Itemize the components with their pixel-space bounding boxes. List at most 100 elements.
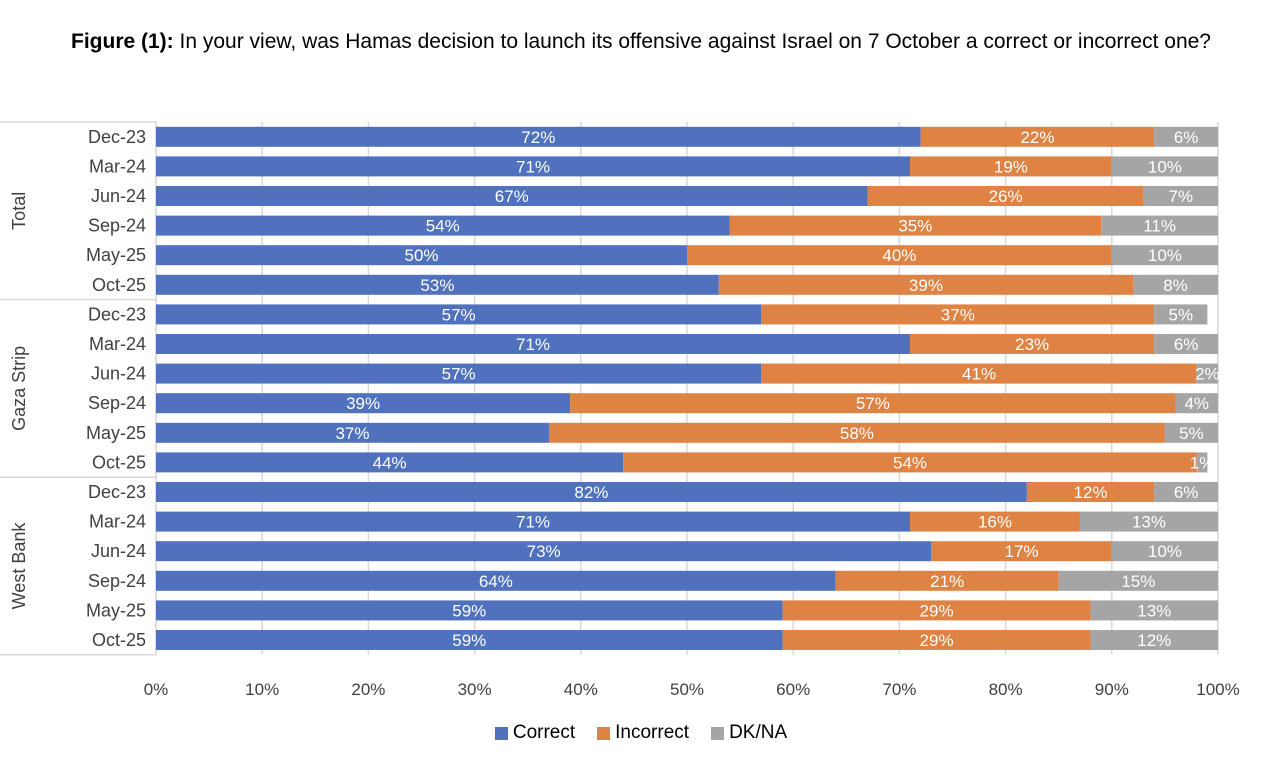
bar-segment-incorrect	[718, 274, 1134, 295]
data-label: 4%	[1184, 394, 1209, 413]
data-label: 57%	[442, 365, 476, 384]
bar-segment-correct	[156, 186, 868, 206]
legend-swatch-incorrect	[597, 726, 611, 740]
data-label: 44%	[373, 453, 407, 472]
x-tick-label: 10%	[245, 680, 279, 699]
data-label: 58%	[840, 424, 874, 443]
bar-segment-incorrect	[910, 334, 1155, 354]
bar-segment-incorrect	[687, 245, 1112, 266]
data-label: 21%	[930, 572, 964, 591]
data-label: 22%	[1020, 128, 1054, 147]
category-label: Jun-24	[91, 541, 146, 561]
x-tick-label: 90%	[1095, 680, 1129, 699]
bar-segment-incorrect	[548, 422, 1165, 443]
x-tick-label: 20%	[351, 680, 385, 699]
bar-segment-dkna	[1143, 186, 1218, 206]
bar-segment-incorrect	[910, 156, 1112, 177]
data-label: 37%	[335, 424, 369, 443]
data-label: 40%	[882, 246, 916, 265]
bar-segment-dkna	[1154, 482, 1218, 502]
bar-segment-dkna	[1101, 215, 1218, 236]
data-label: 16%	[978, 513, 1012, 532]
data-label: 6%	[1174, 483, 1199, 502]
group-label: West Bank	[9, 522, 29, 610]
bar-segment-dkna	[1196, 452, 1208, 473]
data-label: 64%	[479, 572, 513, 591]
chart-title-text: In your view, was Hamas decision to laun…	[179, 30, 1211, 53]
category-label: Oct-25	[92, 452, 146, 472]
bar-segment-dkna	[1111, 541, 1218, 562]
x-tick-label: 40%	[564, 680, 598, 699]
data-label: 59%	[452, 601, 486, 620]
legend-label-incorrect: Incorrect	[615, 722, 690, 743]
bar-segment-dkna	[1175, 393, 1218, 414]
bar-segment-incorrect	[910, 511, 1080, 532]
x-tick-label: 30%	[458, 680, 492, 699]
group-label: Total	[9, 192, 29, 230]
x-tick-label: 80%	[989, 680, 1023, 699]
data-label: 11%	[1143, 217, 1176, 236]
data-label: 10%	[1148, 246, 1182, 265]
category-label: Mar-24	[89, 334, 146, 354]
bar-segment-correct	[156, 541, 932, 562]
bar-segment-incorrect	[835, 570, 1059, 591]
chart-title-prefix: Figure (1):	[71, 30, 174, 53]
bar-segment-incorrect	[761, 304, 1155, 325]
data-label: 19%	[994, 157, 1028, 176]
data-label: 72%	[521, 128, 555, 147]
data-label: 15%	[1121, 572, 1155, 591]
data-label: 41%	[962, 365, 996, 384]
data-label: 5%	[1169, 305, 1194, 324]
data-label: 10%	[1148, 542, 1182, 561]
bar-segment-dkna	[1133, 274, 1218, 295]
bar-segment-correct	[156, 274, 719, 295]
bar-segment-correct	[156, 245, 687, 266]
bar-segment-incorrect	[570, 393, 1176, 414]
x-tick-label: 0%	[144, 680, 169, 699]
group-label: Gaza Strip	[9, 346, 29, 431]
bar-segment-incorrect	[920, 126, 1155, 147]
bar-segment-correct	[156, 452, 624, 473]
legend-label-correct: Correct	[512, 722, 576, 743]
chart-title: Figure (1): In your view, was Hamas deci…	[0, 26, 1282, 58]
data-label: 6%	[1174, 128, 1199, 147]
data-label: 12%	[1137, 631, 1171, 650]
bar-segment-dkna	[1079, 511, 1218, 532]
x-tick-label: 50%	[670, 680, 704, 699]
bar-segment-correct	[156, 570, 836, 591]
bar-segment-correct	[156, 511, 911, 532]
bar-segment-incorrect	[729, 215, 1102, 236]
data-label: 26%	[989, 187, 1023, 206]
category-label: Sep-24	[88, 393, 146, 413]
data-label: 23%	[1015, 335, 1049, 354]
category-label: Mar-24	[89, 512, 146, 532]
bar-segment-dkna	[1154, 334, 1218, 354]
bar-segment-dkna	[1164, 422, 1218, 443]
legend: Correct Incorrect DK/NA	[0, 722, 1282, 744]
data-label: 39%	[346, 394, 380, 413]
bar-segment-dkna	[1058, 570, 1218, 591]
x-tick-label: 70%	[882, 680, 916, 699]
data-label: 5%	[1179, 424, 1204, 443]
category-label: Mar-24	[89, 156, 146, 176]
category-label: May-25	[86, 600, 146, 620]
data-label: 13%	[1137, 601, 1171, 620]
data-label: 8%	[1163, 276, 1188, 295]
category-label: Sep-24	[88, 216, 146, 236]
bar-segment-dkna	[1154, 126, 1218, 147]
bar-segment-incorrect	[867, 186, 1144, 206]
data-label: 39%	[909, 276, 943, 295]
data-label: 37%	[941, 305, 975, 324]
category-label: Sep-24	[88, 571, 146, 591]
data-label: 7%	[1169, 187, 1194, 206]
legend-item-correct: Correct	[494, 722, 576, 744]
bar-segment-dkna	[1196, 363, 1218, 384]
data-label: 71%	[516, 335, 550, 354]
bar-segment-correct	[156, 630, 783, 650]
legend-item-incorrect: Incorrect	[597, 722, 689, 744]
data-label: 1%	[1190, 453, 1215, 472]
data-label: 82%	[574, 483, 608, 502]
bar-segment-dkna	[1111, 156, 1218, 177]
bar-segment-incorrect	[623, 452, 1197, 473]
bar-segment-incorrect	[782, 630, 1091, 650]
